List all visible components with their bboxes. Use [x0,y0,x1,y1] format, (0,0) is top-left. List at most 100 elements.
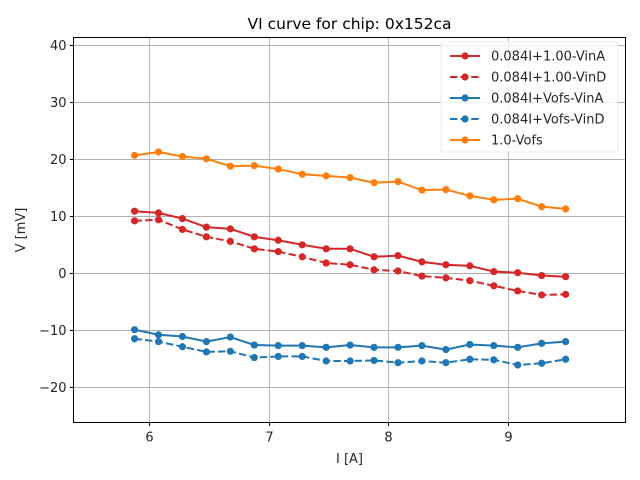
data-point [154,338,163,346]
data-point [226,347,234,355]
legend-marker [461,136,469,144]
data-point [394,267,402,275]
data-point [178,343,187,351]
data-point [202,233,211,241]
data-point [490,342,498,350]
x-tick-label: 9 [504,431,512,446]
data-point [250,353,258,362]
data-point [538,291,546,299]
data-point [562,338,570,346]
data-point [154,331,163,339]
data-point [130,207,139,215]
axis-ticks: 6 7 8 9 −20 −10 0 10 20 30 40 [39,39,513,446]
x-tick-label: 6 [145,431,153,446]
data-point [466,277,474,285]
y-axis-label: V [mV] [14,208,29,253]
series-0-084i-vofs-vina [130,326,570,354]
data-point [202,338,211,346]
data-point [562,355,570,363]
data-point [418,342,426,350]
data-point [466,355,474,363]
series-lines [130,148,570,369]
data-point [322,343,330,351]
y-tick-label: −10 [39,324,66,339]
data-point [466,262,474,270]
data-point [490,282,498,290]
legend-label: 0.084I+1.00-VinA [491,50,605,65]
data-point [274,342,282,350]
data-point [178,225,187,234]
data-point [562,205,570,213]
data-point [442,359,450,367]
data-point [418,186,426,194]
data-point [298,170,306,178]
data-point [370,266,378,274]
data-point [418,258,426,266]
data-point [370,253,378,261]
legend-item: 0.084I+Vofs-VinA [450,92,604,107]
data-point [226,162,234,170]
data-point [490,196,498,204]
data-point [298,253,306,261]
data-point [346,261,354,269]
data-point [466,340,474,349]
data-point [178,332,187,341]
x-tick-label: 8 [384,431,392,446]
data-point [202,223,211,231]
data-point [298,352,306,361]
data-point [298,241,306,249]
data-point [178,152,187,161]
data-point [562,273,570,281]
legend-marker [461,94,469,102]
data-point [490,356,498,364]
data-point [250,341,258,349]
data-point [442,261,450,269]
data-point [562,290,570,298]
data-point [418,272,426,280]
data-point [538,359,546,367]
data-point [442,274,450,282]
data-point [250,162,258,170]
data-point [514,195,522,203]
legend-frame [440,41,619,153]
data-point [130,217,139,225]
y-tick-label: 10 [50,210,67,225]
y-tick-label: −20 [39,381,66,396]
data-point [394,177,402,186]
data-point [538,339,546,347]
x-axis-label: I [A] [336,452,363,467]
data-point [370,179,378,187]
x-tick-label: 7 [265,431,273,446]
data-point [130,326,139,334]
data-point [130,151,139,159]
chart-title: VI curve for chip: 0x152ca [248,15,452,33]
series-1-0-vofs [130,148,570,213]
data-point [466,192,474,200]
data-point [298,342,306,350]
legend-marker [461,52,469,60]
data-point [442,185,450,194]
series-0-084i-1-00-vina [130,207,570,281]
data-point [442,346,450,354]
legend-marker [461,73,469,81]
data-point [346,341,354,349]
data-point [250,245,258,253]
series-0-084i-1-00-vind [130,216,570,299]
data-point [346,357,354,365]
data-point [226,225,234,233]
data-point [322,245,330,253]
data-point [394,359,402,367]
series-0-084i-vofs-vind [130,335,570,369]
data-point [250,233,258,241]
data-point [130,335,139,343]
data-point [346,245,354,253]
data-point [274,352,282,361]
y-tick-label: 40 [50,39,67,54]
legend-label: 1.0-Vofs [491,134,543,149]
data-point [370,343,378,351]
data-point [274,236,282,244]
legend-item: 0.084I+1.00-VinD [450,71,606,86]
legend-item: 0.084I+1.00-VinA [450,50,605,65]
data-point [346,174,354,182]
data-point [394,343,402,351]
